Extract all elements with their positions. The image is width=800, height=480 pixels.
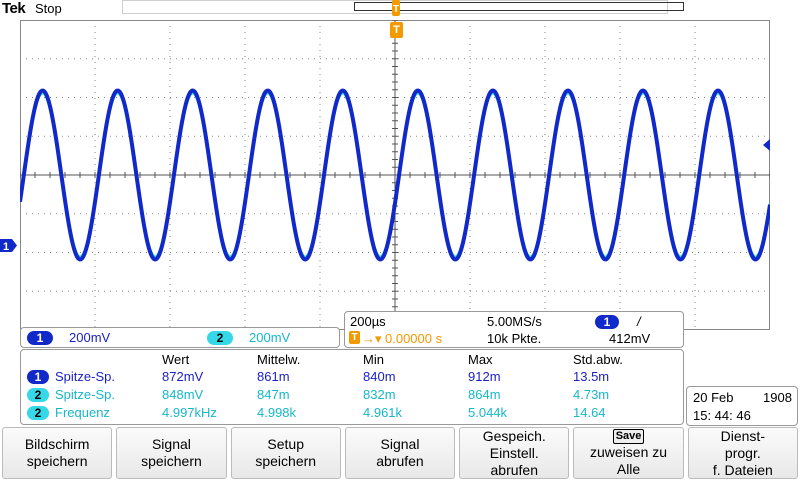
softkey-label: abrufen [490,461,538,478]
delay-arrow-icon: →▾ [362,331,382,346]
softkey-5[interactable]: Gespeich. Einstell. abrufen [459,427,570,479]
softkey-label: speichern [141,453,202,469]
row-channel-chip: 1 [27,370,49,384]
measurement-name: Frequenz [55,405,110,420]
softkey-7[interactable]: Dienst-progr. f. Dateien [687,427,798,479]
measurement-table: Wert Mittelw. Min Max Std.abw. 1 Spitze-S… [20,349,684,425]
softkey-label: Gespeich. [482,427,546,444]
softkey-label: Signal [151,436,191,452]
status-bar: Tek Stop T [0,0,800,18]
brand-logo: Tek [2,0,26,17]
softkey-label: Dienst- [720,427,765,444]
time: 15: 44: 46 [693,408,751,423]
softkey-2[interactable]: Signal speichern [116,427,227,479]
timebase-readout: 200µs 5.00MS/s 1 / T →▾ 0.00000 s 10k Pk… [344,311,684,348]
acquisition-state: Stop [35,1,62,16]
svg-text:1: 1 [3,241,9,253]
softkey-6[interactable]: Save zuweisen zu Alle [573,427,684,479]
measurement-cell: 832m [363,387,396,402]
date-time-readout: 20 Feb 1908 15: 44: 46 [686,386,798,426]
softkey-label: Alle [616,460,641,477]
date: 20 Feb [693,390,734,405]
measurement-cell: 912m [468,369,501,384]
trigger-icon: T [349,331,360,344]
sample-rate: 5.00MS/s [487,314,542,329]
header-mean: Mittelw. [257,352,301,367]
measurement-name: Spitze-Sp. [55,387,115,402]
trigger-delay: 0.00000 s [385,331,443,346]
waveform-display [20,20,770,330]
measurement-cell: 4.997kHz [162,405,217,420]
ch1-ground-marker[interactable]: 1 [0,238,18,253]
softkey-label: Signal [380,436,420,452]
softkey-1[interactable]: Bildschirm speichern [2,427,113,479]
softkey-label: Bildschirm [24,436,90,452]
softkey-label: abrufen [376,453,424,469]
trigger-level: 412mV [609,331,651,346]
record-length: 10k Pkte. [487,331,542,346]
softkey-menu: Bildschirm speichern Signal speichern Setup s… [0,426,800,480]
ch1-scale: 200mV [69,330,111,345]
time-per-div: 200µs [350,314,386,329]
measurement-cell: 872mV [162,369,204,384]
save-badge-icon: Save [612,428,645,444]
svg-text:T: T [393,4,399,15]
measurement-cell: 847m [257,387,290,402]
row-channel-chip: 2 [27,388,49,402]
trigger-level-marker[interactable] [760,139,770,151]
measurement-cell: 14.64 [573,405,606,420]
ch2-scale: 200mV [249,330,291,345]
measurement-cell: 5.044k [468,405,508,420]
measurement-cell: 4.998k [257,405,297,420]
trigger-source-chip: 1 [595,315,619,329]
header-value: Wert [162,352,190,367]
softkey-label: speichern [255,453,317,469]
record-window-indicator [354,2,684,11]
softkey-label: speichern [26,453,88,469]
softkey-label: Einstell. [489,444,539,461]
measurement-cell: 4.73m [573,387,610,402]
softkey-3[interactable]: Setup speichern [230,427,341,479]
softkey-label: Setup [267,436,304,452]
measurement-cell: 848mV [162,387,204,402]
waveform-ch1 [20,88,770,262]
ch2-chip[interactable]: 2 [207,331,233,345]
measurement-cell: 840m [363,369,396,384]
header-min: Min [363,352,384,367]
softkey-4[interactable]: Signal abrufen [344,427,456,479]
trigger-time-marker[interactable]: T [390,22,403,38]
header-max: Max [468,352,493,367]
year: 1908 [763,390,792,405]
measurement-cell: 4.961k [363,405,403,420]
measurement-cell: 861m [257,369,290,384]
trigger-position-icon: T [392,0,400,16]
measurement-cell: 13.5m [573,369,610,384]
softkey-label: zuweisen zu [590,443,668,460]
row-channel-chip: 2 [27,406,49,420]
vertical-scale-readout: 1 200mV 2 200mV [20,327,340,348]
ch1-chip[interactable]: 1 [27,331,53,345]
softkey-label: f. Dateien [712,461,773,478]
softkey-label: progr. [724,444,761,461]
measurement-cell: 864m [468,387,501,402]
measurement-name: Spitze-Sp. [55,369,115,384]
trigger-slope-icon: / [637,314,641,329]
header-stddev: Std.abw. [573,352,623,367]
